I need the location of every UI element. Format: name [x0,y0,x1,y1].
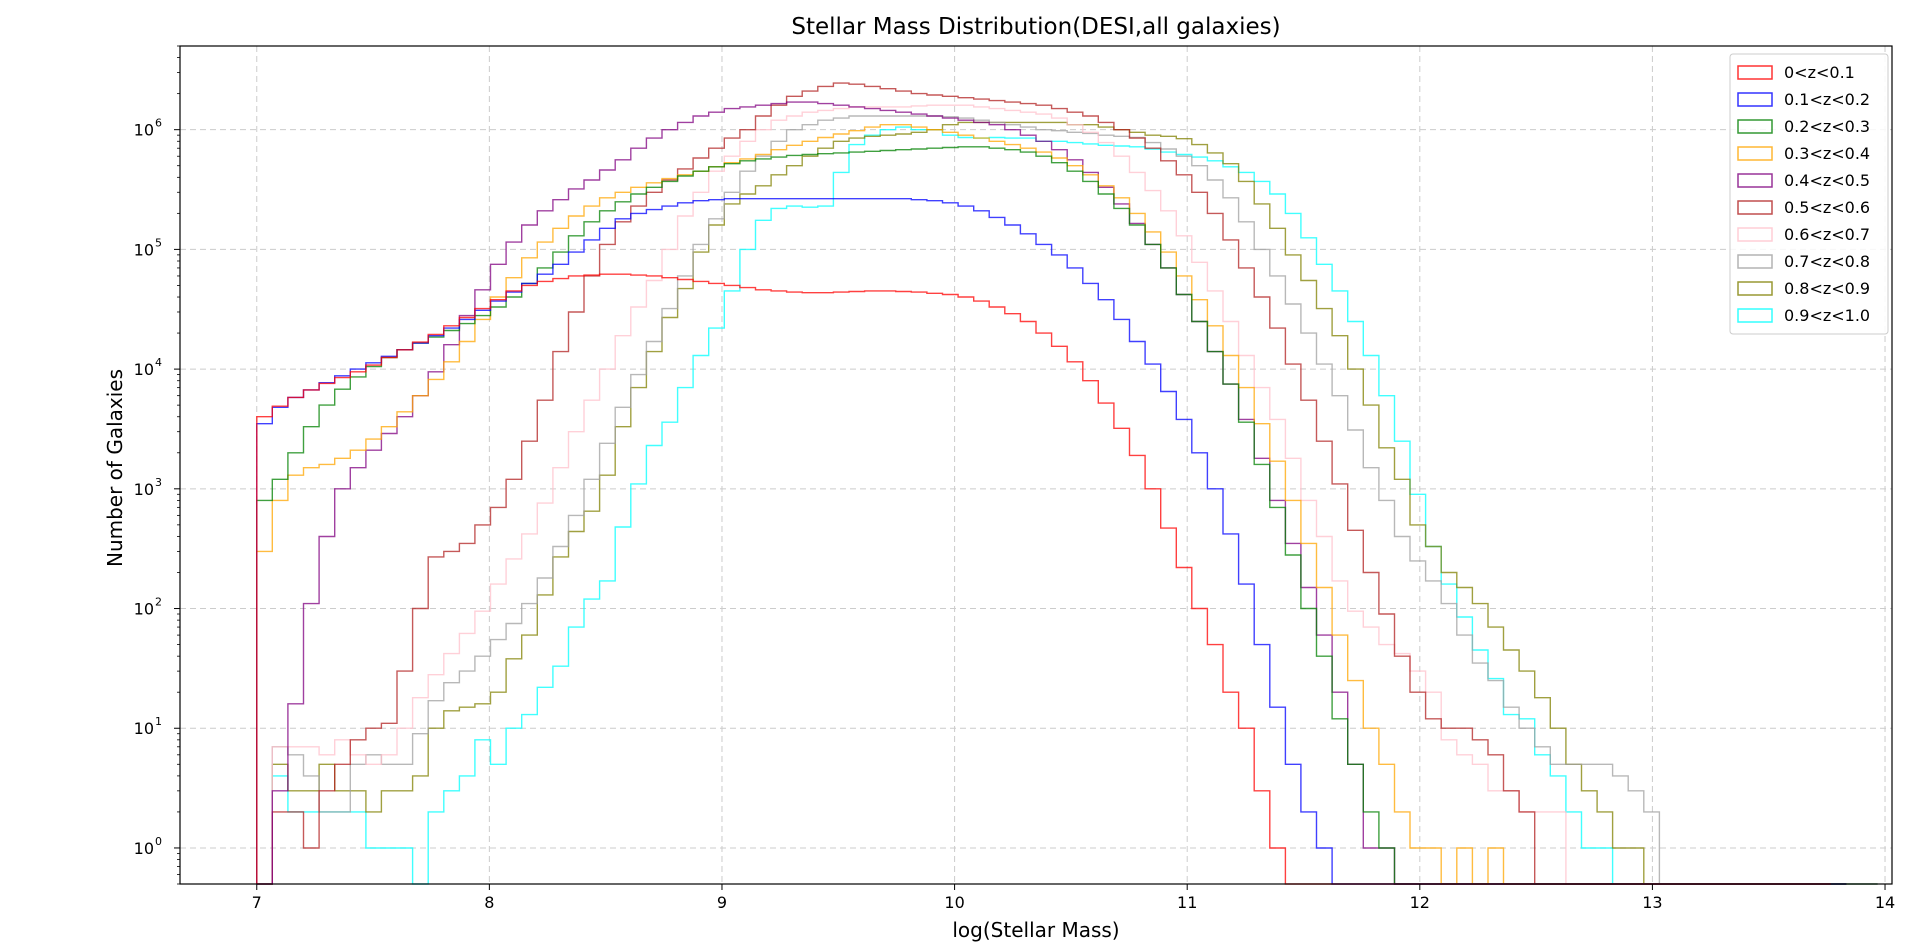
legend-swatch [1737,65,1773,80]
legend-swatch [1737,119,1773,134]
y-tick-label: 10 [134,600,154,619]
legend-label: 0.6<z<0.7 [1784,225,1870,244]
legend-box [1729,53,1889,335]
y-tick-exponent: 4 [155,356,162,369]
series-line [256,124,1847,885]
chart-title: Stellar Mass Distribution(DESI,all galax… [791,14,1280,40]
y-tick-exponent: 0 [155,835,162,848]
y-tick-label: 10 [134,121,154,140]
y-tick-exponent: 3 [155,476,162,489]
series-lines [256,82,1878,885]
y-tick-exponent: 1 [155,715,162,728]
x-tick-label: 11 [1177,893,1197,912]
legend-label: 0.5<z<0.6 [1784,198,1870,217]
legend-label: 0.9<z<1.0 [1784,306,1870,325]
legend-swatch [1737,146,1773,161]
x-tick-label: 10 [944,893,964,912]
grid-lines [180,46,1892,884]
plot-frame [179,45,1893,885]
legend-label: 0.2<z<0.3 [1784,117,1870,136]
x-tick-label: 8 [484,893,494,912]
series-line [256,121,1878,885]
y-axis-label: Number of Galaxies [103,369,127,567]
y-tick-label: 10 [134,240,154,259]
legend: 0<z<0.1 0.1<z<0.2 0.2<z<0.3 0.3<z<0.4 0.4<z<… [1729,53,1889,335]
x-tick-label: 12 [1410,893,1430,912]
series-line [256,146,1847,885]
series-line [256,273,1831,885]
series-line [256,198,1847,885]
series-line [256,104,1831,885]
legend-label: 0.3<z<0.4 [1784,144,1870,163]
legend-label: 0<z<0.1 [1784,63,1855,82]
series-line [256,126,1878,885]
legend-label: 0.7<z<0.8 [1784,252,1870,271]
series-line [256,115,1878,885]
x-tick-label: 7 [252,893,262,912]
x-axis-label: log(Stellar Mass) [952,918,1119,942]
legend-label: 0.8<z<0.9 [1784,279,1870,298]
legend-swatch [1737,173,1773,188]
y-tick-label: 10 [134,839,154,858]
legend-swatch [1737,92,1773,107]
y-tick-label: 10 [134,719,154,738]
legend-swatch [1737,227,1773,242]
legend-swatch [1737,281,1773,296]
legend-label: 0.1<z<0.2 [1784,90,1870,109]
y-tick-exponent: 5 [155,236,162,249]
legend-swatch [1737,308,1773,323]
legend-swatch [1737,200,1773,215]
series-line [256,82,1831,885]
y-tick-label: 10 [134,360,154,379]
y-tick-exponent: 6 [155,117,162,130]
x-tick-label: 14 [1875,893,1895,912]
x-tick-label: 13 [1642,893,1662,912]
series-line [256,101,1847,885]
x-tick-label: 9 [717,893,727,912]
y-tick-label: 10 [134,480,154,499]
legend-label: 0.4<z<0.5 [1784,171,1870,190]
y-tick-exponent: 2 [155,596,162,609]
legend-swatch [1737,254,1773,269]
